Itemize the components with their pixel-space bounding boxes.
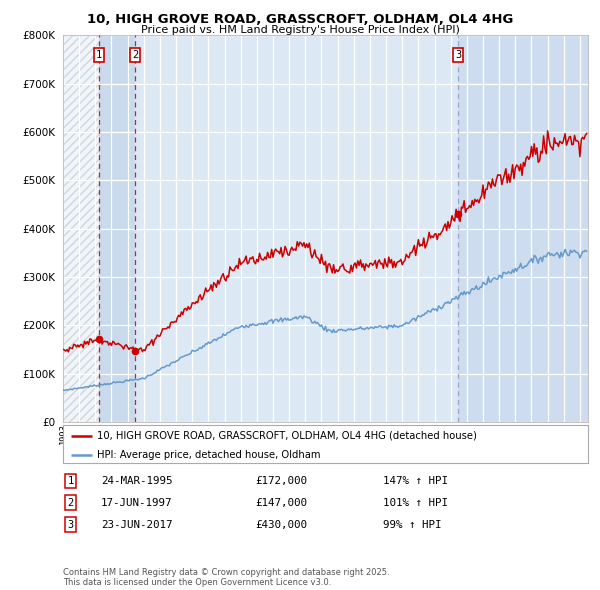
Text: 3: 3 xyxy=(68,520,74,529)
Text: 2: 2 xyxy=(132,50,138,60)
Text: £430,000: £430,000 xyxy=(255,520,307,529)
Text: Contains HM Land Registry data © Crown copyright and database right 2025.
This d: Contains HM Land Registry data © Crown c… xyxy=(63,568,389,587)
Text: 101% ↑ HPI: 101% ↑ HPI xyxy=(383,498,448,507)
Text: 147% ↑ HPI: 147% ↑ HPI xyxy=(383,476,448,486)
Text: 2: 2 xyxy=(68,498,74,507)
Text: 10, HIGH GROVE ROAD, GRASSCROFT, OLDHAM, OL4 4HG: 10, HIGH GROVE ROAD, GRASSCROFT, OLDHAM,… xyxy=(87,13,513,26)
Text: 3: 3 xyxy=(455,50,461,60)
Text: 23-JUN-2017: 23-JUN-2017 xyxy=(101,520,172,529)
Bar xyxy=(63,35,99,422)
Text: 17-JUN-1997: 17-JUN-1997 xyxy=(101,498,172,507)
Text: 10, HIGH GROVE ROAD, GRASSCROFT, OLDHAM, OL4 4HG (detached house): 10, HIGH GROVE ROAD, GRASSCROFT, OLDHAM,… xyxy=(97,431,477,441)
Text: 1: 1 xyxy=(96,50,102,60)
Text: 99% ↑ HPI: 99% ↑ HPI xyxy=(383,520,442,529)
Text: 24-MAR-1995: 24-MAR-1995 xyxy=(101,476,172,486)
Bar xyxy=(458,35,588,422)
Text: Price paid vs. HM Land Registry's House Price Index (HPI): Price paid vs. HM Land Registry's House … xyxy=(140,25,460,35)
Bar xyxy=(99,35,135,422)
Text: 1: 1 xyxy=(68,476,74,486)
Text: £147,000: £147,000 xyxy=(255,498,307,507)
Text: £172,000: £172,000 xyxy=(255,476,307,486)
Text: HPI: Average price, detached house, Oldham: HPI: Average price, detached house, Oldh… xyxy=(97,450,320,460)
